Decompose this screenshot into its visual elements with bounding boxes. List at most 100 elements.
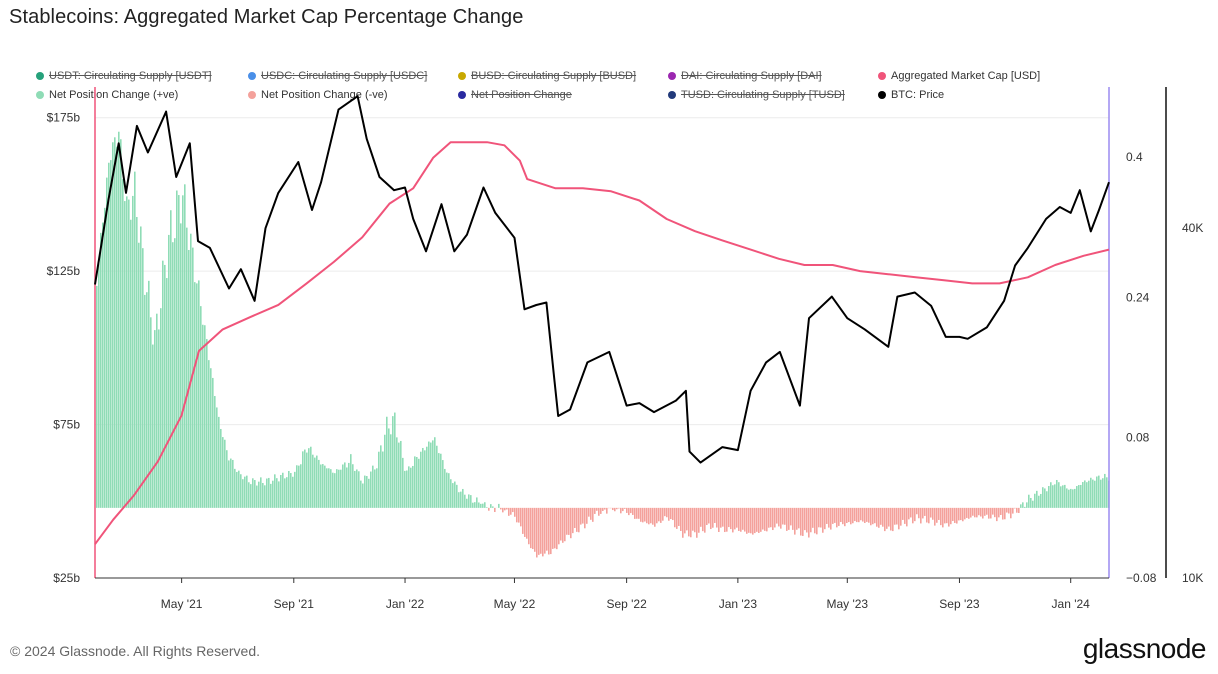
net-position-positive-bar	[346, 467, 348, 508]
net-position-positive-bar	[214, 396, 216, 508]
net-position-negative-bar	[620, 507, 622, 514]
net-position-negative-bar	[908, 507, 910, 520]
net-position-negative-bar	[774, 507, 776, 528]
net-position-positive-bar	[234, 468, 236, 508]
net-position-positive-bar	[104, 207, 106, 508]
net-position-negative-bar	[624, 507, 626, 509]
x-axis-tick-label: May '23	[826, 597, 868, 611]
net-position-positive-bar	[202, 324, 204, 508]
net-position-positive-bar	[184, 184, 186, 508]
right-axis-tick-label: 0.08	[1126, 431, 1150, 445]
net-position-negative-bar	[974, 507, 976, 518]
net-position-negative-bar	[960, 507, 962, 521]
net-position-negative-bar	[532, 507, 534, 550]
legend-dot-icon	[458, 91, 466, 99]
net-position-positive-bar	[448, 473, 450, 508]
net-position-negative-bar	[922, 507, 924, 519]
net-position-positive-bar	[366, 476, 368, 508]
net-position-negative-bar	[528, 507, 530, 545]
net-position-negative-bar	[782, 507, 784, 525]
net-position-positive-bar	[374, 469, 376, 508]
net-position-positive-bar	[434, 437, 436, 508]
legend-item-usdt[interactable]: USDT: Circulating Supply [USDT]	[36, 70, 212, 82]
net-position-positive-bar	[450, 479, 452, 508]
net-position-negative-bar	[878, 507, 880, 528]
net-position-positive-bar	[410, 467, 412, 508]
net-position-negative-bar	[510, 507, 512, 515]
net-position-positive-bar	[1072, 489, 1074, 508]
net-position-negative-bar	[758, 507, 760, 533]
net-position-positive-bar	[226, 450, 228, 508]
net-position-negative-bar	[836, 507, 838, 528]
net-position-positive-bar	[242, 479, 244, 508]
legend-item-busd[interactable]: BUSD: Circulating Supply [BUSD]	[458, 70, 636, 82]
net-position-negative-bar	[706, 507, 708, 525]
glassnode-logo: glassnode	[1082, 633, 1207, 664]
x-axis-tick-label: Jan '24	[1052, 597, 1091, 611]
net-position-positive-bar	[192, 247, 194, 508]
legend-label: USDT: Circulating Supply [USDT]	[49, 70, 212, 82]
net-position-negative-bar	[972, 507, 974, 516]
net-position-negative-bar	[548, 507, 550, 555]
net-position-negative-bar	[674, 507, 676, 528]
net-position-negative-bar	[656, 507, 658, 524]
net-position-negative-bar	[856, 507, 858, 523]
net-position-positive-bar	[260, 477, 262, 508]
legend-item-net-position-change[interactable]: Net Position Change	[458, 89, 572, 101]
net-position-positive-bar	[270, 483, 272, 508]
net-position-positive-bar	[1098, 475, 1100, 508]
net-position-negative-bar	[986, 507, 988, 515]
net-position-positive-area	[96, 131, 1110, 508]
legend-item-btc-price[interactable]: BTC: Price	[878, 89, 944, 101]
net-position-negative-bar	[752, 507, 754, 535]
legend-dot-icon	[878, 72, 886, 80]
net-position-positive-bar	[476, 497, 478, 508]
net-position-negative-bar	[930, 507, 932, 518]
net-position-positive-bar	[272, 480, 274, 508]
net-position-negative-bar	[1004, 507, 1006, 520]
net-position-positive-bar	[190, 233, 192, 508]
net-position-positive-bar	[1082, 482, 1084, 508]
net-position-negative-bar	[726, 507, 728, 532]
net-position-negative-bar	[764, 507, 766, 531]
net-position-positive-bar	[492, 506, 494, 508]
net-position-negative-bar	[894, 507, 896, 525]
legend-item-dai[interactable]: DAI: Circulating Supply [DAI]	[668, 70, 822, 82]
net-position-positive-bar	[438, 453, 440, 508]
net-position-positive-bar	[118, 131, 120, 508]
net-position-negative-bar	[716, 507, 718, 528]
net-position-negative-bar	[980, 507, 982, 517]
net-position-negative-bar	[676, 507, 678, 529]
net-position-negative-bar	[976, 507, 978, 518]
net-position-positive-bar	[1034, 493, 1036, 508]
net-position-negative-bar	[880, 507, 882, 525]
net-position-negative-bar	[812, 507, 814, 528]
net-position-positive-bar	[312, 454, 314, 508]
x-axis-tick-label: Jan '22	[386, 597, 425, 611]
net-position-positive-bar	[486, 507, 488, 508]
net-position-positive-bar	[250, 484, 252, 508]
net-position-positive-bar	[322, 464, 324, 508]
legend-item-aggregated-market-cap[interactable]: Aggregated Market Cap [USD]	[878, 70, 1040, 82]
net-position-positive-bar	[404, 470, 406, 508]
net-position-negative-bar	[848, 507, 850, 523]
net-position-positive-bar	[462, 488, 464, 508]
net-position-positive-bar	[1068, 489, 1070, 508]
net-position-positive-bar	[302, 451, 304, 508]
net-position-positive-bar	[290, 473, 292, 508]
net-position-positive-bar	[332, 472, 334, 508]
net-position-negative-bar	[946, 507, 948, 524]
net-position-positive-bar	[1100, 479, 1102, 508]
net-position-positive-bar	[1096, 476, 1098, 508]
net-position-positive-bar	[360, 480, 362, 508]
net-position-negative-bar	[652, 507, 654, 525]
net-position-negative-bar	[988, 507, 990, 519]
legend-item-usdc[interactable]: USDC: Circulating Supply [USDC]	[248, 70, 427, 82]
net-position-negative-bar	[820, 507, 822, 528]
net-position-positive-bar	[1090, 477, 1092, 508]
net-position-positive-bar	[454, 481, 456, 508]
legend-item-net-position-positive[interactable]: Net Position Change (+ve)	[36, 89, 178, 101]
net-position-negative-bar	[814, 507, 816, 534]
legend-item-tusd[interactable]: TUSD: Circulating Supply [TUSD]	[668, 89, 845, 101]
